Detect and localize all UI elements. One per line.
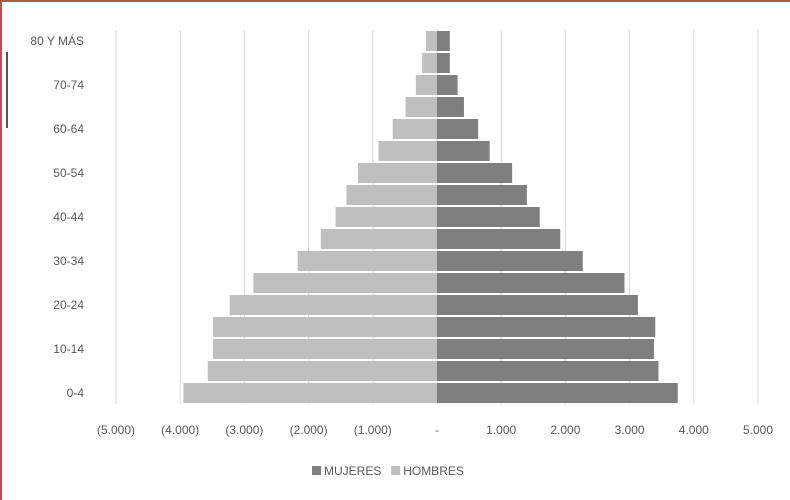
- frame-edge-mark: [6, 52, 8, 128]
- bars: [183, 31, 678, 403]
- bar-hombres-50-54: [358, 163, 437, 183]
- y-tick-label: 10-14: [53, 342, 84, 356]
- bar-mujeres-30-34: [437, 251, 583, 271]
- y-tick-label: 50-54: [53, 166, 84, 180]
- bar-hombres-80-y-más: [426, 31, 437, 51]
- bar-hombres-10-14: [212, 339, 437, 359]
- bar-mujeres-45-49: [437, 185, 527, 205]
- bar-hombres-0-4: [183, 383, 437, 403]
- x-tick-label: (3.000): [225, 423, 263, 437]
- bar-mujeres-35-39: [437, 229, 561, 249]
- x-tick-label: 3.000: [615, 423, 645, 437]
- bar-mujeres-70-74: [437, 75, 458, 95]
- bar-mujeres-5-9: [437, 361, 659, 381]
- x-tick-label: (1.000): [354, 423, 392, 437]
- x-tick-label: -: [435, 423, 439, 437]
- x-tick-label: 5.000: [743, 423, 773, 437]
- bar-hombres-30-34: [297, 251, 437, 271]
- bar-mujeres-80-y-más: [437, 31, 450, 51]
- x-tick-label: 2.000: [550, 423, 580, 437]
- bar-hombres-25-29: [253, 273, 437, 293]
- bar-hombres-35-39: [320, 229, 437, 249]
- x-tick-label: 4.000: [679, 423, 709, 437]
- y-tick-label: 0-4: [67, 386, 85, 400]
- bar-hombres-45-49: [346, 185, 437, 205]
- bar-hombres-40-44: [335, 207, 437, 227]
- bar-hombres-20-24: [229, 295, 437, 315]
- y-tick-label: 60-64: [53, 122, 84, 136]
- bar-hombres-60-64: [392, 119, 437, 139]
- legend-label-mujeres: MUJERES: [324, 464, 381, 478]
- y-tick-label: 80 Y MÁS: [30, 33, 84, 48]
- bar-mujeres-60-64: [437, 119, 479, 139]
- y-tick-label: 70-74: [53, 78, 84, 92]
- bar-mujeres-10-14: [437, 339, 654, 359]
- bar-mujeres-55-59: [437, 141, 490, 161]
- x-tick-label: 1.000: [486, 423, 516, 437]
- x-tick-label: (2.000): [290, 423, 328, 437]
- bar-hombres-15-19: [212, 317, 437, 337]
- y-axis-labels: 0-4 10-14 20-24 30-34 40-44 50-54 60-64 70-74 80…: [30, 33, 84, 400]
- bar-mujeres-20-24: [437, 295, 638, 315]
- bar-hombres-75-79: [422, 53, 437, 73]
- bar-mujeres-0-4: [437, 383, 678, 403]
- legend-swatch-mujeres: [312, 466, 321, 475]
- bar-hombres-65-69: [405, 97, 437, 117]
- bar-mujeres-40-44: [437, 207, 540, 227]
- legend: MUJERES HOMBRES: [312, 464, 464, 478]
- legend-swatch-hombres: [391, 466, 401, 475]
- bar-mujeres-50-54: [437, 163, 513, 183]
- bar-hombres-55-59: [378, 141, 437, 161]
- bar-hombres-70-74: [415, 75, 437, 95]
- bar-mujeres-15-19: [437, 317, 656, 337]
- x-tick-label: (5.000): [97, 423, 135, 437]
- y-tick-label: 40-44: [53, 210, 84, 224]
- y-tick-label: 30-34: [53, 254, 84, 268]
- y-tick-label: 20-24: [53, 298, 84, 312]
- bar-mujeres-75-79: [437, 53, 450, 73]
- bar-mujeres-65-69: [437, 97, 464, 117]
- bar-hombres-5-9: [207, 361, 437, 381]
- legend-label-hombres: HOMBRES: [403, 464, 464, 478]
- x-tick-label: (4.000): [161, 423, 199, 437]
- bar-mujeres-25-29: [437, 273, 625, 293]
- x-axis-labels: (5.000) (4.000) (3.000) (2.000) (1.000) - 1.00…: [97, 423, 773, 437]
